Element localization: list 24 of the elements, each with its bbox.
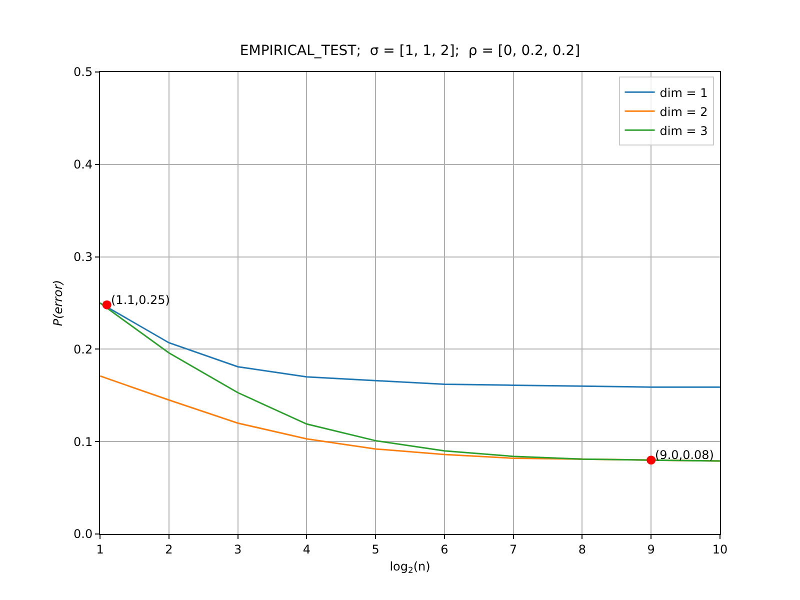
y-axis-title: P(error) [50, 280, 65, 326]
x-tick-label: 6 [440, 542, 448, 556]
y-tick-label: 0.0 [74, 527, 93, 542]
annotation: (9.0,0.08) [655, 448, 714, 462]
x-axis-title: log$_{2}$(n) [390, 559, 430, 575]
x-tick-label: 3 [234, 542, 242, 556]
x-tick-label: 5 [372, 542, 380, 556]
legend-label: dim = 3 [660, 124, 708, 138]
x-tick-label: 10 [712, 542, 728, 556]
annotation: (1.1,0.25) [111, 293, 170, 307]
x-tick-label: 8 [578, 542, 586, 556]
legend-label: dim = 1 [660, 86, 708, 100]
y-tick-label: 0.4 [74, 158, 93, 172]
x-tick-label: 4 [302, 542, 310, 556]
y-tick-label: 0.1 [74, 434, 93, 449]
y-tick-label: 0.5 [74, 65, 93, 80]
x-tick-label: 1 [96, 542, 104, 556]
legend-label: dim = 2 [660, 104, 708, 119]
x-tick-label: 7 [510, 542, 518, 556]
y-tick-label: 0.2 [74, 342, 93, 356]
x-tick-label: 2 [165, 542, 173, 556]
y-tick-label: 0.3 [74, 250, 93, 264]
chart-title: EMPIRICAL_TEST; σ = [1, 1, 2]; ρ = [0, 0.2, 0.2] [240, 43, 580, 59]
x-tick-label: 9 [647, 542, 655, 556]
